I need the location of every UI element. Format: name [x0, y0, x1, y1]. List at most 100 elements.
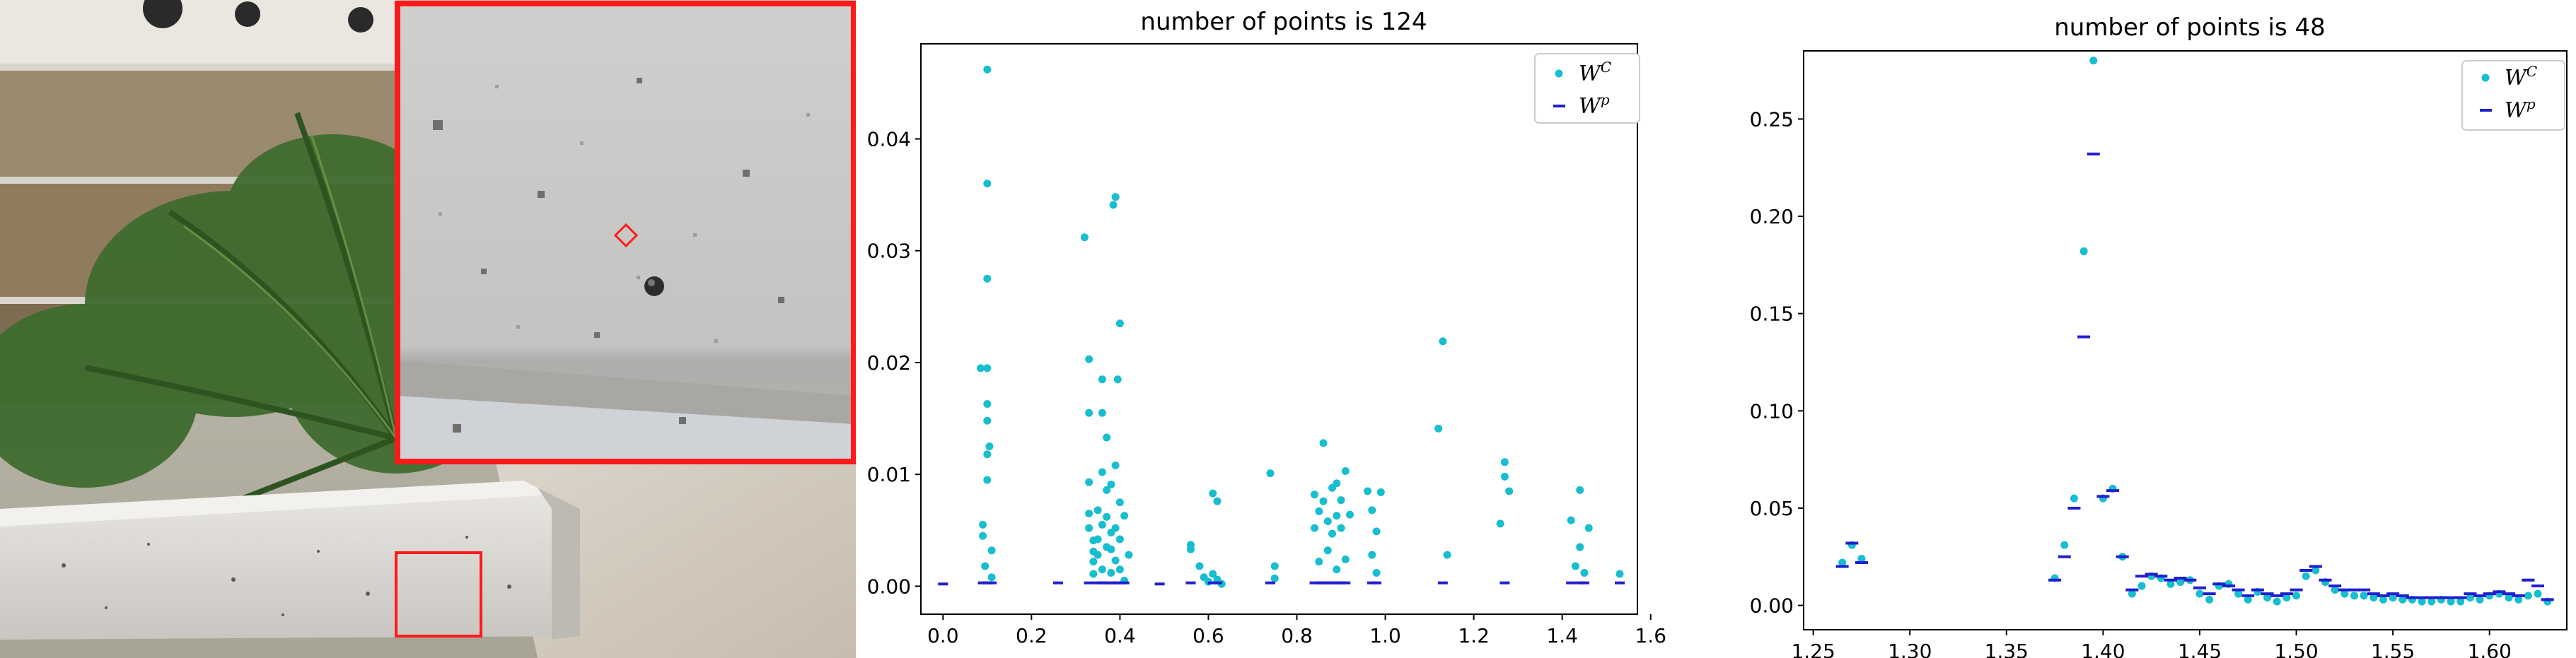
data-point-wc	[1323, 546, 1332, 555]
data-point-wc	[1328, 529, 1337, 538]
data-point-wc	[1213, 497, 1222, 505]
photo-panel	[0, 0, 856, 658]
data-point-wc	[1319, 497, 1328, 505]
data-point-wc	[2128, 589, 2136, 598]
x-tick-label: 1.45	[2178, 640, 2222, 658]
data-point-wc	[2398, 595, 2407, 604]
data-point-wc	[1580, 568, 1589, 577]
x-tick-label: 1.4	[1546, 624, 1578, 647]
data-point-wc	[1857, 555, 1866, 563]
data-point-wc	[1115, 565, 1124, 574]
axis-ticks: 1.25 1.30 1.35 1.40 1.45 1.50 1.55 1.60 0.00 0.05…	[1750, 107, 2512, 658]
legend: WC Wp	[2461, 60, 2565, 131]
data-point-wc	[1838, 558, 1847, 567]
x-tick-label: 0.0	[927, 624, 959, 647]
data-point-wc	[987, 573, 996, 582]
data-point-wc	[2369, 594, 2378, 602]
data-point-wc	[1103, 433, 1111, 442]
legend-label-wp: Wp	[2505, 95, 2536, 123]
data-point-wc	[2340, 589, 2349, 598]
x-tick-label: 1.60	[2468, 640, 2512, 658]
data-point-wc	[2195, 589, 2204, 598]
data-point-wc	[2476, 595, 2484, 604]
plot-frame	[1803, 50, 2568, 630]
x-tick-label: 1.55	[2371, 640, 2415, 658]
data-point-wc	[1209, 570, 1217, 578]
data-point-wc	[1085, 409, 1093, 417]
x-tick-label: 1.30	[1888, 640, 1932, 658]
scene-photo	[0, 0, 856, 658]
data-point-wc	[1584, 524, 1593, 532]
data-point-wc	[1266, 469, 1275, 478]
data-point-wc	[1333, 479, 1341, 488]
data-point-wc	[1111, 556, 1120, 565]
x-tick-label: 1.25	[1791, 640, 1835, 658]
data-point-wc	[1093, 551, 1102, 559]
data-point-wc	[1500, 458, 1509, 466]
data-point-wc	[1376, 488, 1385, 497]
data-point-wc	[1372, 568, 1381, 577]
x-tick-label: 1.6	[1635, 624, 1666, 647]
data-point-wc	[1341, 555, 1350, 563]
series-marks	[938, 65, 1625, 588]
data-point-wc	[983, 400, 992, 409]
data-point-wc	[2079, 247, 2088, 256]
data-point-wc	[2302, 572, 2310, 580]
data-point-wc	[983, 476, 992, 484]
legend-label-wc: WC	[2505, 63, 2537, 90]
data-point-wc	[1085, 510, 1093, 518]
data-point-wc	[1615, 570, 1624, 578]
highlight-box	[395, 551, 482, 638]
data-point-wc	[1103, 512, 1111, 521]
x-tick-label: 1.35	[1985, 640, 2029, 658]
data-point-wc	[983, 274, 992, 283]
data-point-wc	[1111, 462, 1120, 470]
data-point-wc	[1364, 487, 1372, 495]
data-point-wc	[1576, 486, 1584, 494]
data-point-wc	[2514, 595, 2523, 604]
data-point-wc	[2505, 594, 2513, 602]
data-point-wc	[1576, 543, 1584, 551]
x-tick-label: 1.40	[2081, 640, 2125, 658]
data-point-wc	[1098, 375, 1106, 384]
y-tick-label: 0.00	[867, 575, 911, 598]
data-point-wc	[1093, 506, 1102, 515]
data-point-wc	[1567, 516, 1575, 524]
data-point-wc	[1368, 551, 1376, 559]
x-tick-label: 1.50	[2274, 640, 2318, 658]
data-point-wc	[2331, 586, 2339, 594]
data-point-wc	[1319, 439, 1328, 447]
data-point-wc	[987, 546, 996, 555]
data-point-wc	[1315, 507, 1323, 515]
data-point-wc	[1368, 506, 1376, 515]
data-point-wc	[1270, 574, 1279, 582]
chart-title: number of points is 48	[2054, 13, 2326, 42]
data-point-wc	[1120, 512, 1129, 520]
y-tick-label: 0.05	[1750, 497, 1794, 520]
x-tick-label: 0.4	[1104, 624, 1136, 647]
data-point-wc	[1337, 496, 1345, 505]
data-point-wc	[2282, 594, 2291, 602]
data-point-wc	[1098, 409, 1106, 417]
x-tick-label: 1.0	[1369, 624, 1401, 647]
chart-title: number of points is 124	[1140, 8, 1427, 36]
data-point-wc	[1333, 512, 1341, 520]
data-point-wc	[1107, 568, 1115, 577]
data-point-wc	[1103, 486, 1111, 494]
data-point-wc	[1209, 489, 1217, 498]
data-point-wc	[2234, 589, 2243, 598]
data-point-wc	[2456, 597, 2465, 606]
series-marks	[1835, 57, 2554, 606]
data-point-wc	[2166, 580, 2175, 588]
data-point-wc	[1341, 466, 1350, 475]
legend-marker-wc	[1555, 69, 1563, 78]
data-point-wc	[1080, 233, 1089, 242]
data-point-wc	[1113, 375, 1122, 384]
y-tick-label: 0.00	[1750, 594, 1794, 618]
chart-right: number of points is 48 1.25 1.30 1.35 1.40 1…	[1750, 13, 2568, 658]
plot-frame	[920, 43, 1638, 615]
data-point-wc	[983, 180, 992, 188]
data-point-wc	[1311, 490, 1319, 499]
data-point-wc	[1098, 565, 1106, 574]
data-point-wc	[1505, 487, 1514, 495]
